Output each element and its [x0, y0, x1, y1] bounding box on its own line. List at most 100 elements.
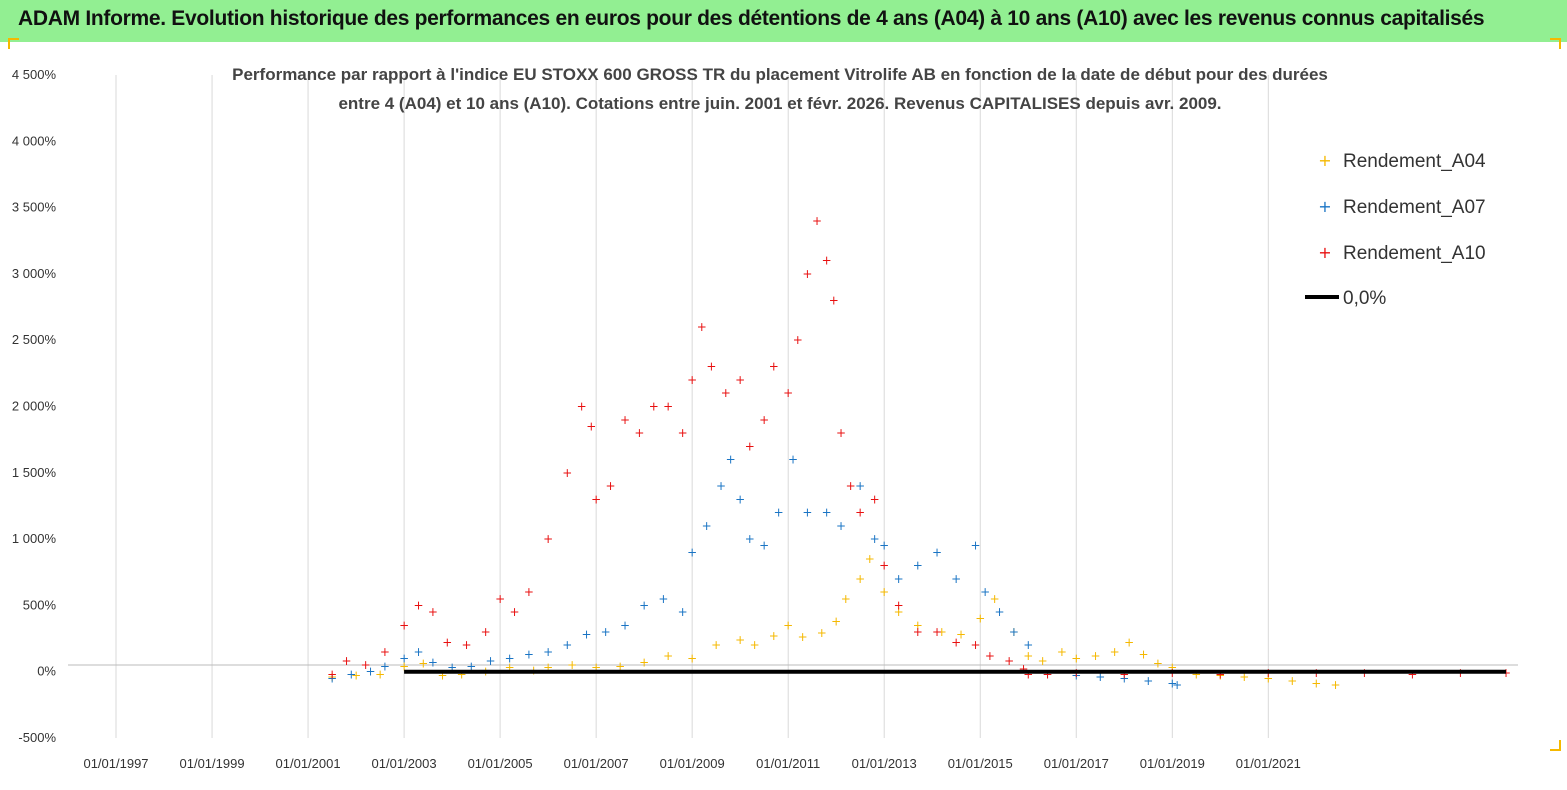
data-point: + — [783, 386, 793, 400]
data-point: + — [788, 453, 798, 467]
data-point: + — [457, 667, 467, 681]
x-axis-ticks: 01/01/1997 01/01/1999 01/01/2001 01/01/2003… — [83, 756, 1300, 771]
data-point: + — [485, 654, 495, 668]
data-point: + — [769, 360, 779, 374]
data-point: + — [711, 638, 721, 652]
data-point: + — [956, 628, 966, 642]
data-point: + — [577, 400, 587, 414]
data-point: + — [351, 669, 361, 683]
data-point: + — [894, 605, 904, 619]
data-point: + — [1004, 654, 1014, 668]
data-point: + — [1009, 625, 1019, 639]
y-axis-ticks: 4 500% 4 000% 3 500% 3 000% 2 500% 2 000% 1 50… — [12, 67, 57, 745]
data-point: + — [1239, 670, 1249, 684]
x-tick-label: 01/01/2013 — [852, 756, 917, 771]
data-point: + — [461, 638, 471, 652]
data-point: + — [735, 633, 745, 647]
data-point: + — [759, 539, 769, 553]
data-point: + — [543, 532, 553, 546]
data-point: + — [932, 545, 942, 559]
data-point: + — [1143, 674, 1153, 688]
data-point: + — [1287, 674, 1297, 688]
data-point: + — [543, 645, 553, 659]
y-tick-label: 2 500% — [12, 332, 57, 347]
data-point: + — [745, 439, 755, 453]
data-point: + — [687, 373, 697, 387]
x-tick-label: 01/01/1999 — [180, 756, 245, 771]
data-point: + — [365, 665, 375, 679]
data-point: + — [846, 479, 856, 493]
data-point: + — [1119, 671, 1129, 685]
data-point: + — [994, 605, 1004, 619]
y-tick-label: -500% — [18, 730, 56, 745]
data-point: + — [697, 320, 707, 334]
data-point: + — [774, 506, 784, 520]
data-point: + — [1095, 670, 1105, 684]
data-point: + — [913, 618, 923, 632]
data-point: + — [1138, 648, 1148, 662]
data-point: + — [970, 539, 980, 553]
data-point: + — [745, 532, 755, 546]
data-point: + — [495, 592, 505, 606]
data-point: + — [327, 671, 337, 685]
data-point: + — [879, 539, 889, 553]
data-point: + — [639, 598, 649, 612]
data-point: + — [975, 612, 985, 626]
data-point: + — [1191, 667, 1201, 681]
data-point: + — [855, 506, 865, 520]
data-point: + — [562, 638, 572, 652]
y-tick-label: 4 000% — [12, 133, 57, 148]
data-point: + — [634, 426, 644, 440]
data-point: + — [870, 492, 880, 506]
data-point: + — [524, 648, 534, 662]
x-tick-label: 01/01/2007 — [564, 756, 629, 771]
data-point: + — [663, 649, 673, 663]
data-point: + — [615, 659, 625, 673]
data-point: + — [428, 655, 438, 669]
data-point: + — [380, 659, 390, 673]
data-point: + — [1153, 657, 1163, 671]
data-point: + — [769, 629, 779, 643]
data-point: + — [505, 661, 515, 675]
data-point: + — [865, 552, 875, 566]
data-point: + — [1023, 649, 1033, 663]
data-point: + — [1124, 636, 1134, 650]
data-point: + — [721, 386, 731, 400]
y-tick-label: 4 500% — [12, 67, 57, 82]
data-point: + — [1215, 669, 1225, 683]
data-point: + — [1263, 671, 1273, 685]
y-tick-label: 3 000% — [12, 266, 57, 281]
corner-mark-top-right — [1550, 38, 1561, 49]
data-point: + — [970, 638, 980, 652]
data-point: + — [894, 572, 904, 586]
data-point: + — [413, 598, 423, 612]
chart-title-line2: entre 4 (A04) et 10 ans (A10). Cotations… — [338, 94, 1221, 113]
data-point: + — [639, 655, 649, 669]
data-point: + — [836, 426, 846, 440]
y-tick-label: 1 500% — [12, 465, 57, 480]
data-point: + — [437, 669, 447, 683]
header-banner: ADAM Informe. Evolution historique des p… — [0, 0, 1567, 42]
x-tick-label: 01/01/2005 — [468, 756, 533, 771]
y-tick-label: 500% — [23, 597, 57, 612]
data-point: + — [1057, 645, 1067, 659]
corner-mark-top-left — [8, 38, 19, 49]
data-point: + — [341, 654, 351, 668]
y-tick-label: 2 000% — [12, 399, 57, 414]
data-point: + — [937, 625, 947, 639]
data-point: + — [605, 479, 615, 493]
x-tick-label: 01/01/2017 — [1044, 756, 1109, 771]
data-point: + — [1167, 661, 1177, 675]
data-point: + — [663, 400, 673, 414]
data-point: + — [812, 214, 822, 228]
y-tick-label: 1 000% — [12, 531, 57, 546]
data-point: + — [1167, 677, 1177, 691]
data-point: + — [1071, 651, 1081, 665]
data-point: + — [1023, 638, 1033, 652]
data-point: + — [802, 267, 812, 281]
data-point: + — [524, 585, 534, 599]
legend-marker-a07: + — [1318, 197, 1331, 216]
data-point: + — [620, 413, 630, 427]
data-point: + — [1330, 678, 1340, 692]
data-point: + — [375, 667, 385, 681]
